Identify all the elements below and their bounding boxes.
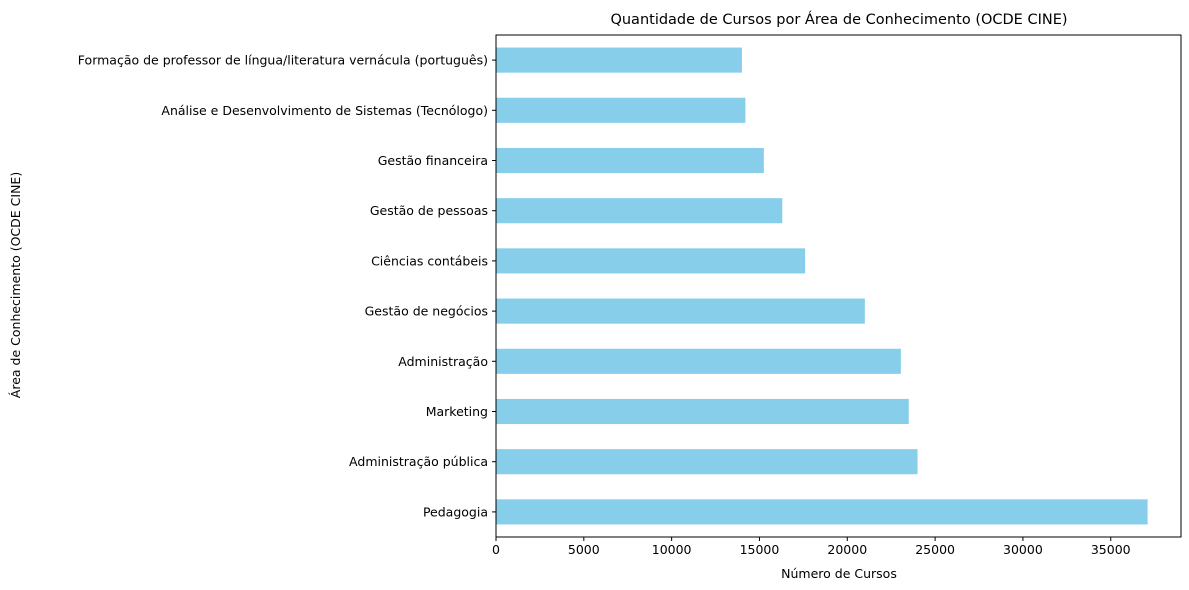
bar (496, 198, 783, 224)
x-tick-label: 25000 (915, 542, 955, 557)
x-axis-label: Número de Cursos (781, 566, 897, 581)
y-tick-label: Gestão de pessoas (370, 203, 488, 218)
y-tick-label: Pedagogia (423, 504, 488, 519)
x-tick-label: 5000 (568, 542, 600, 557)
x-tick-label: 35000 (1091, 542, 1131, 557)
y-tick-label: Ciências contábeis (371, 253, 488, 268)
x-tick-label: 30000 (1003, 542, 1043, 557)
bar (496, 47, 742, 73)
x-axis-ticks: 0 5000 10000 15000 20000 25000 30000 35000 (492, 537, 1131, 557)
bar (496, 298, 865, 324)
y-tick-label: Gestão de negócios (365, 304, 488, 319)
y-tick-label: Administração pública (349, 454, 488, 469)
y-tick-label: Marketing (426, 404, 488, 419)
bars-group (496, 47, 1148, 525)
bar (496, 449, 918, 475)
x-tick-label: 20000 (827, 542, 867, 557)
bar (496, 248, 806, 274)
y-axis-ticks: Pedagogia Administração pública Marketing A… (78, 53, 496, 519)
x-tick-label: 0 (492, 542, 500, 557)
y-tick-label: Formação de professor de língua/literatu… (78, 53, 488, 68)
x-tick-label: 15000 (740, 542, 780, 557)
bar (496, 348, 901, 374)
bar (496, 499, 1148, 525)
x-tick-label: 10000 (652, 542, 692, 557)
plot-frame (495, 34, 1182, 538)
bar (496, 398, 909, 425)
y-tick-label: Administração (398, 354, 488, 369)
chart-title: Quantidade de Cursos por Área de Conheci… (610, 11, 1067, 28)
y-tick-label: Análise e Desenvolvimento de Sistemas (T… (161, 103, 488, 118)
y-tick-label: Gestão financeira (378, 153, 488, 168)
bar (496, 147, 764, 174)
y-axis-label: Área de Conhecimento (OCDE CINE) (8, 172, 23, 398)
bar (496, 97, 746, 123)
